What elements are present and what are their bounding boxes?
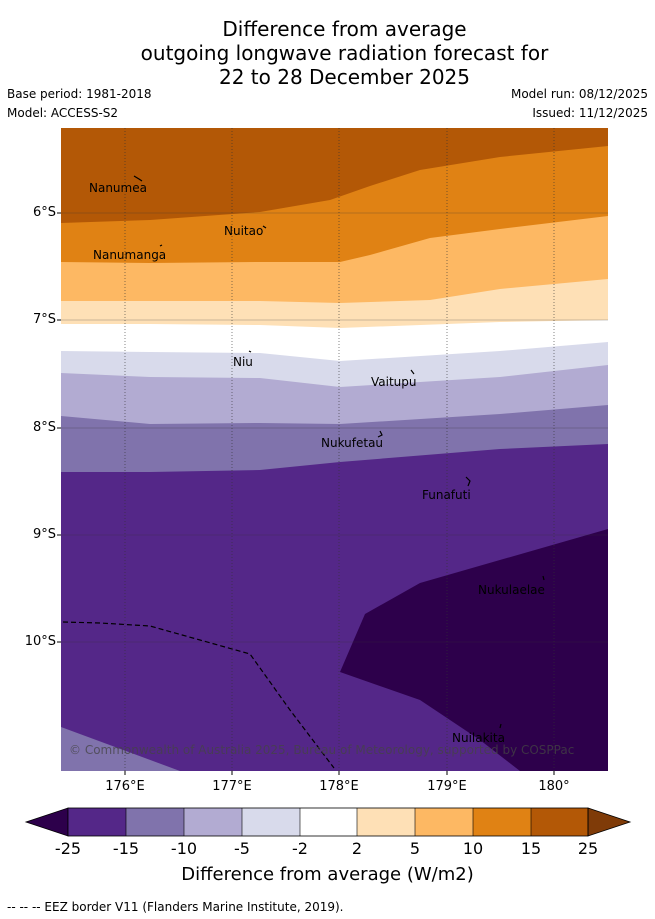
colorbar-tick: 5 [409, 839, 421, 858]
lat-label-10s: 10°S [24, 634, 56, 649]
colorbar-seg-7 [415, 808, 473, 836]
island-nukufetau [377, 430, 383, 438]
colorbar-tick: -10 [170, 839, 198, 858]
lat-label-8s: 8°S [32, 420, 56, 435]
lon-label-176e: 176°E [105, 779, 145, 794]
title-line-3: 22 to 28 December 2025 [218, 65, 470, 89]
lon-label-178e: 178°E [319, 779, 359, 794]
label-nuitao: Nuitao [224, 224, 263, 238]
axis-ticks [57, 212, 555, 775]
band-minus-10-to-15-corner [61, 727, 180, 771]
island-labels: Nanumea Nuitao Nanumanga Niu Vaitupu Nuk… [89, 181, 545, 745]
lon-label-179e: 179°E [427, 779, 467, 794]
colorbar [24, 807, 632, 837]
label-nuilakita: Nuilakita [452, 731, 505, 745]
colorbar-dividers [125, 808, 532, 836]
colorbar-title: Difference from average (W/m2) [181, 864, 474, 885]
title-line-1: Difference from average [222, 17, 467, 41]
colorbar-tick: -25 [54, 839, 82, 858]
colorbar-tick: 2 [351, 839, 363, 858]
label-niu: Niu [233, 355, 253, 369]
island-niu [248, 350, 252, 353]
colorbar-seg-4 [242, 808, 300, 836]
island-nukulaelae [542, 575, 545, 581]
label-nukulaelae: Nukulaelae [478, 583, 545, 597]
label-funafuti: Funafuti [422, 488, 471, 502]
colorbar-extend-high [587, 807, 632, 837]
colorbar-outline [67, 807, 589, 837]
graticule [124, 128, 555, 771]
colorbar-tick: -5 [234, 839, 250, 858]
colorbar-seg-6 [357, 808, 415, 836]
model-name: Model: ACCESS-S2 [7, 106, 119, 120]
band-15-to-25 [61, 128, 608, 223]
island-funafuti [465, 476, 471, 487]
colorbar-tick: -15 [112, 839, 140, 858]
colorbar-seg-9 [531, 808, 588, 836]
island-nuitao [262, 225, 267, 229]
lat-label-9s: 9°S [32, 527, 56, 542]
colorbar-seg-3 [184, 808, 242, 836]
lon-label-180: 180° [538, 779, 570, 794]
label-nanumea: Nanumea [89, 181, 147, 195]
island-shapes [133, 175, 545, 729]
contour-layer [61, 128, 608, 771]
band-below-minus-25 [340, 529, 608, 771]
island-nanumanga [159, 244, 163, 247]
label-nukufetau: Nukufetau [321, 436, 383, 450]
island-nanumea [133, 175, 143, 182]
colorbar-extend-low [24, 807, 69, 837]
island-vaitupu [410, 369, 415, 375]
colorbar-seg-2 [126, 808, 184, 836]
copyright-notice: © Commonwealth of Australia 2025, Bureau… [69, 743, 574, 757]
colorbar-seg-5 [300, 808, 357, 836]
model-run: Model run: 08/12/2025 [510, 87, 648, 101]
colorbar-seg-8 [473, 808, 531, 836]
label-nanumanga: Nanumanga [93, 248, 166, 262]
colorbar-tick: -2 [292, 839, 308, 858]
island-nuilakita [499, 723, 502, 729]
latitude-lines [61, 212, 608, 643]
map-title: Difference from average outgoing longwav… [0, 17, 655, 89]
colorbar-seg-1 [68, 808, 126, 836]
issued-date: Issued: 11/12/2025 [532, 106, 648, 120]
colorbar-tick: 10 [462, 839, 484, 858]
label-vaitupu: Vaitupu [371, 375, 417, 389]
lat-label-7s: 7°S [32, 312, 56, 327]
colorbar-tick: 25 [577, 839, 599, 858]
title-line-2: outgoing longwave radiation forecast for [140, 41, 549, 65]
colorbar-tick: 15 [520, 839, 542, 858]
lat-label-6s: 6°S [32, 205, 56, 220]
eez-border-line [62, 621, 335, 769]
eez-legend-note: -- -- -- EEZ border V11 (Flanders Marine… [7, 900, 344, 914]
base-period: Base period: 1981-2018 [7, 87, 152, 101]
lon-label-177e: 177°E [212, 779, 252, 794]
